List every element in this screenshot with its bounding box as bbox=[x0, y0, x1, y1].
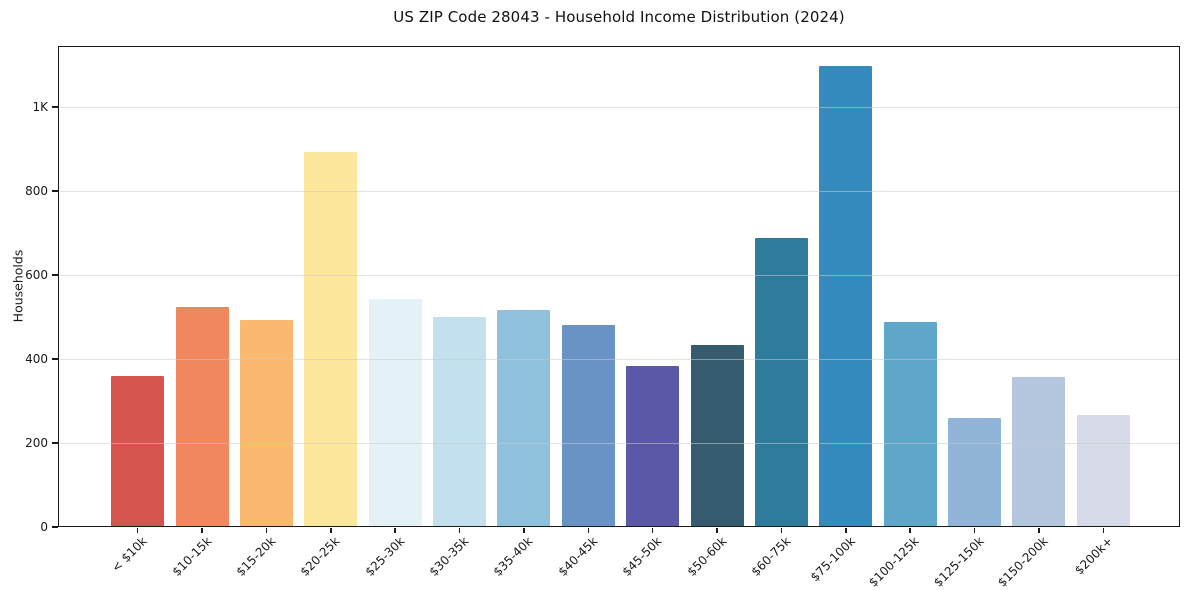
x-tick-label: $125-150k bbox=[930, 534, 987, 590]
x-tick-label: $20-25k bbox=[297, 534, 343, 579]
x-tick-label: $35-40k bbox=[490, 534, 536, 579]
x-tick-mark bbox=[265, 527, 268, 533]
x-tick-label: $15-20k bbox=[233, 534, 279, 579]
x-tick-mark bbox=[394, 527, 396, 533]
x-tick-mark bbox=[587, 527, 590, 533]
bar-15-20k bbox=[239, 319, 293, 526]
bar-40-45k bbox=[561, 324, 615, 526]
x-tick-label: $75-100k bbox=[807, 534, 858, 585]
bar-100-125k bbox=[883, 322, 937, 526]
x-tick-mark bbox=[201, 527, 203, 533]
x-tick-label: $150-200k bbox=[995, 534, 1051, 590]
x-tick-mark bbox=[458, 527, 461, 533]
y-tick-label: 600 bbox=[25, 267, 48, 282]
bar-50-60k bbox=[690, 344, 744, 526]
bar-10k bbox=[111, 375, 165, 526]
x-tick-label: $45-50k bbox=[619, 534, 665, 579]
x-tick-mark bbox=[1102, 527, 1104, 533]
x-tick-mark bbox=[909, 527, 911, 533]
gridline bbox=[59, 106, 1179, 108]
x-tick-mark bbox=[523, 527, 525, 533]
y-tick-mark bbox=[52, 190, 58, 192]
x-tick-label: $100-125k bbox=[866, 534, 923, 590]
x-tick-mark bbox=[651, 527, 654, 533]
y-tick-label: 200 bbox=[25, 435, 48, 450]
x-tick-label: $60-75k bbox=[748, 534, 794, 579]
chart-title: US ZIP Code 28043 - Household Income Dis… bbox=[393, 8, 845, 26]
y-tick-mark bbox=[52, 442, 58, 444]
x-tick-mark bbox=[136, 527, 139, 533]
x-tick-mark bbox=[973, 527, 976, 533]
bar-125-150k bbox=[948, 418, 1001, 526]
x-tick-mark bbox=[845, 527, 847, 533]
x-tick-mark bbox=[330, 527, 332, 533]
gridline bbox=[59, 358, 1179, 360]
x-tick-mark bbox=[1038, 527, 1040, 533]
x-tick-label: $10-15k bbox=[169, 534, 214, 579]
x-tick-mark bbox=[716, 527, 718, 533]
x-tick-label: $50-60k bbox=[684, 534, 729, 579]
x-tick-label: $25-30k bbox=[362, 534, 408, 579]
y-tick-mark bbox=[52, 526, 58, 528]
bar-30-35k bbox=[433, 317, 487, 526]
bar-35-40k bbox=[497, 309, 551, 526]
y-tick-label: 1K bbox=[32, 99, 48, 114]
bar-45-50k bbox=[626, 365, 680, 526]
bar-150-200k bbox=[1012, 376, 1066, 526]
x-tick-label: $40-45k bbox=[555, 534, 601, 579]
plot-area bbox=[58, 46, 1180, 527]
x-tick-label: $30-35k bbox=[426, 534, 472, 579]
bar-25-30k bbox=[368, 298, 422, 526]
y-tick-label: 400 bbox=[25, 351, 48, 366]
gridline bbox=[59, 274, 1179, 276]
y-tick-mark bbox=[52, 274, 58, 276]
bar-20-25k bbox=[304, 152, 358, 526]
bar-60-75k bbox=[754, 237, 808, 526]
y-tick-mark bbox=[52, 358, 58, 360]
y-tick-label: 0 bbox=[40, 520, 48, 534]
y-tick-mark bbox=[52, 106, 58, 108]
bar-10-15k bbox=[175, 306, 229, 526]
x-tick-mark bbox=[780, 527, 783, 533]
gridline bbox=[59, 190, 1179, 192]
x-tick-label: $200k+ bbox=[1071, 534, 1116, 578]
y-tick-label: 800 bbox=[25, 183, 48, 198]
y-axis-label: Households bbox=[10, 249, 26, 323]
gridline bbox=[59, 442, 1179, 444]
bar-200k bbox=[1076, 414, 1130, 526]
bar-75-100k bbox=[819, 66, 873, 526]
x-tick-label: < $10k bbox=[108, 534, 150, 575]
